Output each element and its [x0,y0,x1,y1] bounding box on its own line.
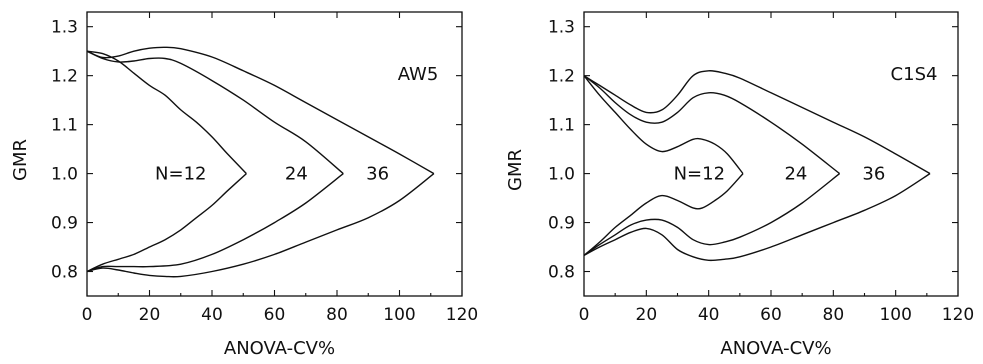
x-tick-label: 20 [636,305,658,325]
panel-label: C1S4 [891,64,938,85]
x-tick-label: 0 [82,305,93,325]
x-tick-label: 0 [579,305,590,325]
curve-label: 24 [784,164,807,185]
y-tick-label: 0.9 [51,214,78,234]
x-tick-label: 60 [264,305,286,325]
x-tick-label: 20 [139,305,161,325]
panel-c1s4: 0 20 40 60 80 100 120 0.8 0.9 1.0 1.1 1.2 1.3 ANOVA-C… [505,11,974,359]
curve-label: 24 [285,164,308,185]
y-tick-label: 0.8 [548,263,575,283]
curve-label: 36 [862,164,885,185]
series-36-upper-line [86,46,435,175]
series-n-12-upper-line [583,75,744,175]
curve-label: N=12 [155,164,206,185]
y-tick-label: 1.3 [51,18,78,38]
panel-label: AW5 [398,64,439,85]
series-24-upper-line [583,75,841,175]
x-tick-label: 100 [879,305,911,325]
x-tick-label: 100 [383,305,415,325]
x-axis-title: ANOVA-CV% [224,338,335,359]
y-tick-label: 1.0 [51,165,78,185]
curve-label: N=12 [674,164,725,185]
x-axis-title: ANOVA-CV% [720,338,831,359]
series-24-lower-line [86,173,344,273]
y-tick-label: 1.0 [548,165,575,185]
y-tick-label: 1.1 [51,116,78,136]
series-36-upper-line [583,70,931,175]
y-tick-label: 1.2 [51,67,78,87]
y-tick-label: 1.3 [548,18,575,38]
x-tick-label: 40 [201,305,223,325]
x-tick-label: 60 [760,305,782,325]
x-tick-label: 120 [942,305,974,325]
series-n-12-upper-line [86,50,247,175]
y-tick-label: 0.9 [548,214,575,234]
series-24-lower-line [583,173,841,256]
x-tick-label: 40 [698,305,720,325]
series-n-12-lower-line [86,173,247,273]
x-tick-label: 120 [446,305,478,325]
series-n-12-lower-line [583,173,744,256]
y-tick-label: 1.2 [548,67,575,87]
series-36-lower-line [86,173,435,278]
plot-frame [86,11,463,297]
y-tick-label: 0.8 [51,263,78,283]
series-36-lower-line [583,173,931,262]
y-axis-title: GMR [505,149,526,191]
series-24-upper-line [86,50,344,175]
plot-frame [583,11,959,297]
y-axis-title: GMR [10,139,31,181]
x-tick-label: 80 [823,305,845,325]
x-tick-label: 80 [326,305,348,325]
panel-aw5: 0 20 40 60 80 100 120 0.8 0.9 1.0 1.1 1.2 1.3 ANOVA-C… [10,11,478,359]
y-tick-label: 1.1 [548,116,575,136]
curve-label: 36 [366,164,389,185]
